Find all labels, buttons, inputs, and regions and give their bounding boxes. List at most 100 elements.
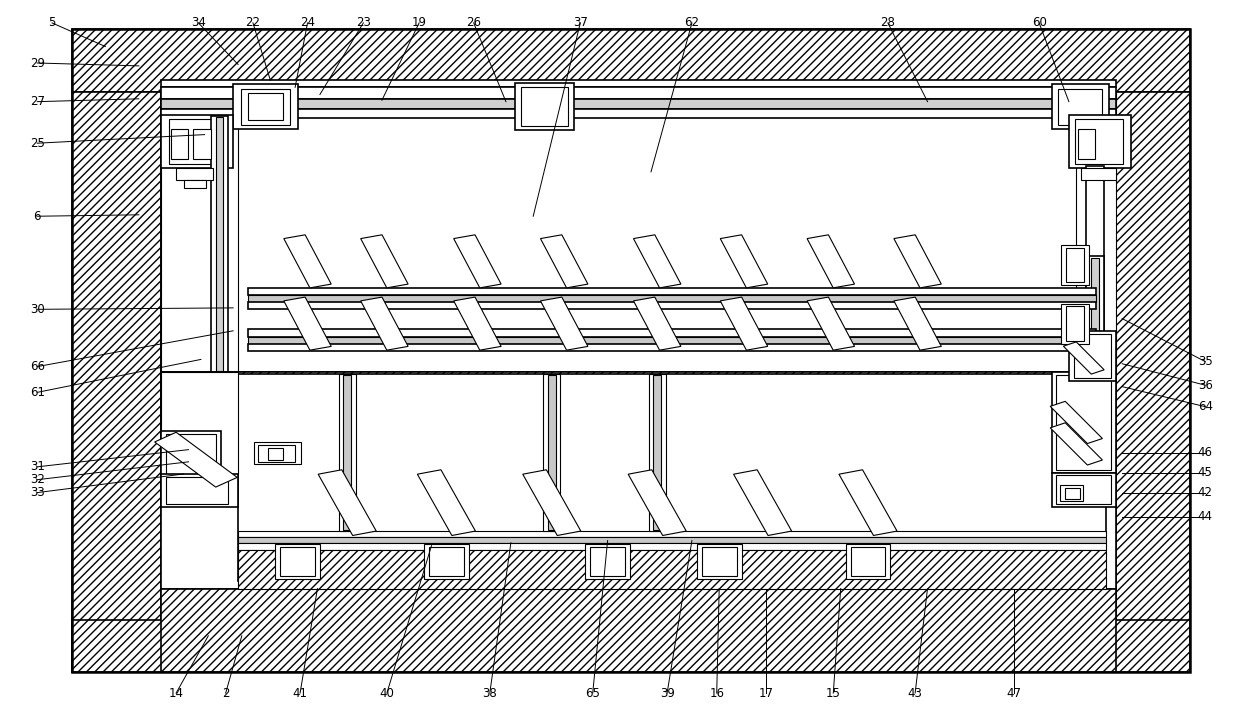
Bar bbox=[1056, 475, 1111, 504]
Bar bbox=[248, 93, 283, 120]
Bar bbox=[248, 337, 1096, 344]
Bar bbox=[238, 531, 1106, 537]
Bar bbox=[248, 344, 1096, 351]
Bar bbox=[72, 29, 1190, 672]
Text: 45: 45 bbox=[1198, 466, 1213, 479]
Bar bbox=[161, 92, 1116, 372]
Bar bbox=[846, 544, 890, 579]
Bar bbox=[248, 329, 1096, 337]
Polygon shape bbox=[720, 297, 768, 350]
Bar bbox=[161, 109, 1116, 118]
Text: 29: 29 bbox=[30, 57, 45, 69]
Bar bbox=[429, 547, 464, 576]
Bar bbox=[161, 87, 1116, 99]
Polygon shape bbox=[894, 297, 941, 350]
Bar bbox=[1078, 129, 1095, 159]
Polygon shape bbox=[284, 235, 331, 288]
Polygon shape bbox=[807, 235, 854, 288]
Text: 65: 65 bbox=[585, 687, 600, 700]
Bar bbox=[1058, 89, 1102, 125]
Text: 66: 66 bbox=[30, 360, 45, 373]
Bar bbox=[548, 375, 556, 530]
Text: 34: 34 bbox=[191, 16, 206, 29]
Bar bbox=[248, 302, 1096, 309]
Bar bbox=[161, 99, 1116, 109]
Bar bbox=[649, 374, 666, 531]
Bar bbox=[238, 93, 1106, 372]
Bar bbox=[258, 445, 295, 462]
Polygon shape bbox=[361, 297, 408, 350]
Bar bbox=[1052, 84, 1109, 129]
Bar bbox=[702, 547, 737, 576]
Bar bbox=[238, 537, 1106, 543]
Text: 16: 16 bbox=[709, 687, 724, 700]
Bar bbox=[176, 168, 213, 180]
Text: 41: 41 bbox=[293, 687, 308, 700]
Polygon shape bbox=[1050, 423, 1102, 465]
Text: 5: 5 bbox=[48, 16, 56, 29]
Text: 37: 37 bbox=[573, 16, 588, 29]
Bar bbox=[248, 295, 1096, 302]
Text: 30: 30 bbox=[30, 303, 45, 316]
Bar bbox=[1066, 248, 1084, 282]
Text: 44: 44 bbox=[1198, 511, 1213, 523]
Text: 2: 2 bbox=[222, 687, 229, 700]
Bar bbox=[1066, 306, 1084, 341]
Bar bbox=[171, 129, 188, 159]
Text: 24: 24 bbox=[300, 16, 315, 29]
Polygon shape bbox=[319, 470, 376, 536]
Text: 60: 60 bbox=[1032, 16, 1047, 29]
Text: 38: 38 bbox=[482, 687, 497, 700]
Bar bbox=[1052, 372, 1116, 473]
Bar bbox=[1052, 473, 1116, 507]
Bar bbox=[193, 129, 211, 159]
Text: 46: 46 bbox=[1198, 446, 1213, 459]
Bar bbox=[1086, 166, 1104, 372]
Polygon shape bbox=[634, 235, 681, 288]
Text: 6: 6 bbox=[33, 210, 41, 223]
Text: 64: 64 bbox=[1198, 400, 1213, 413]
Bar bbox=[238, 374, 1106, 581]
Text: 19: 19 bbox=[412, 16, 427, 29]
Bar bbox=[161, 372, 238, 474]
Bar bbox=[1065, 488, 1080, 499]
Bar bbox=[1086, 256, 1104, 372]
Polygon shape bbox=[1050, 402, 1102, 443]
Bar bbox=[211, 116, 228, 372]
Bar bbox=[161, 372, 1116, 589]
Bar bbox=[161, 589, 1116, 672]
Bar bbox=[1076, 92, 1116, 372]
Polygon shape bbox=[734, 470, 791, 536]
Text: 43: 43 bbox=[908, 687, 923, 700]
Bar bbox=[1061, 245, 1089, 285]
Text: 23: 23 bbox=[356, 16, 371, 29]
Bar bbox=[241, 89, 290, 125]
Bar bbox=[211, 372, 228, 488]
Polygon shape bbox=[284, 297, 331, 350]
Bar bbox=[1060, 485, 1083, 501]
Text: 31: 31 bbox=[30, 460, 45, 473]
Bar bbox=[1069, 115, 1131, 168]
Bar bbox=[216, 117, 223, 371]
Text: 15: 15 bbox=[826, 687, 841, 700]
Bar bbox=[1069, 331, 1116, 381]
Bar bbox=[590, 547, 625, 576]
Bar bbox=[1075, 119, 1123, 164]
Polygon shape bbox=[454, 235, 501, 288]
Bar bbox=[233, 84, 298, 129]
Bar bbox=[169, 119, 226, 164]
Bar bbox=[161, 92, 238, 372]
Bar bbox=[339, 374, 356, 531]
Text: 33: 33 bbox=[30, 486, 45, 499]
Bar bbox=[184, 180, 206, 188]
Bar bbox=[543, 374, 560, 531]
Text: 28: 28 bbox=[880, 16, 895, 29]
Polygon shape bbox=[1064, 342, 1104, 374]
Polygon shape bbox=[541, 235, 588, 288]
Text: 32: 32 bbox=[30, 473, 45, 486]
Text: 42: 42 bbox=[1198, 486, 1213, 499]
Bar bbox=[248, 288, 1096, 295]
Polygon shape bbox=[807, 297, 854, 350]
Bar bbox=[166, 484, 203, 500]
Polygon shape bbox=[894, 235, 941, 288]
